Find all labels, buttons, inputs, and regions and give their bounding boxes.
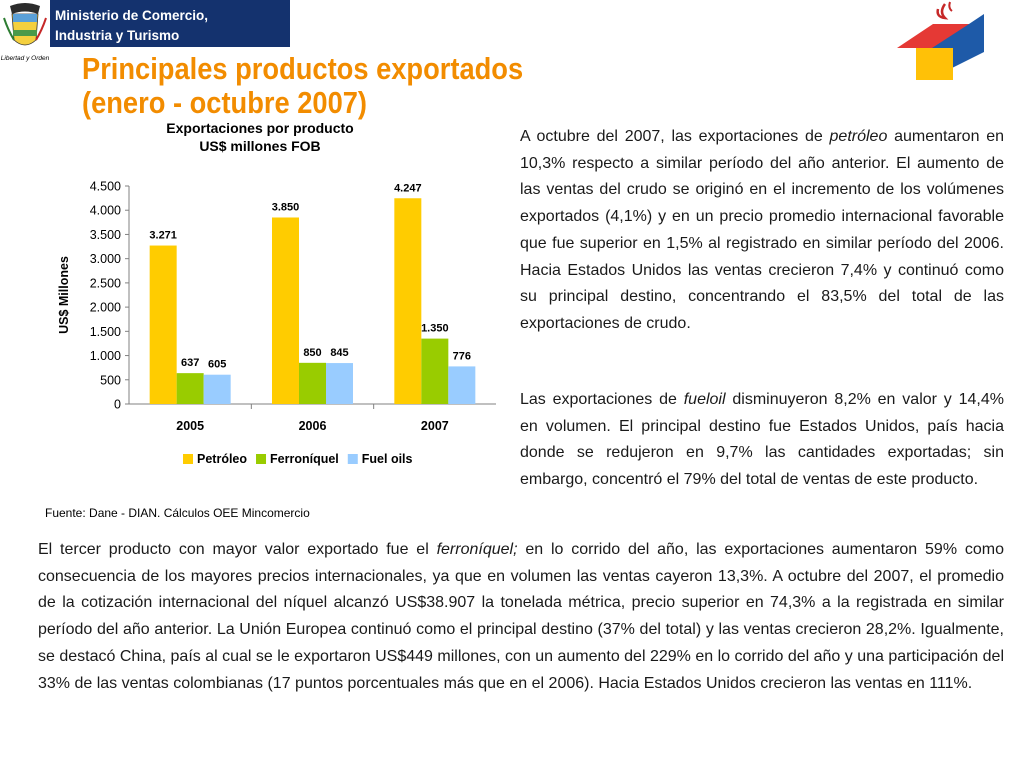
ministry-header-bar — [50, 0, 290, 47]
chart-title: Exportaciones por producto — [166, 120, 354, 136]
bar-data-label: 605 — [208, 359, 226, 371]
colombia-crest-icon: Libertad y Orden — [0, 0, 50, 66]
petroleum-paragraph: A octubre del 2007, las exportaciones de… — [520, 124, 1004, 338]
page-title: Principales productos exportados (enero … — [82, 52, 523, 120]
legend-swatch-0 — [183, 454, 193, 464]
ministry-name: Ministerio de Comercio, Industria y Turi… — [55, 6, 295, 46]
bar-data-label: 4.247 — [394, 182, 422, 194]
page-title-line2: (enero - octubre 2007) — [82, 85, 368, 120]
y-tick-label: 4.500 — [90, 180, 121, 194]
x-tick-label: 2006 — [299, 419, 327, 433]
bar-data-label: 637 — [181, 357, 199, 369]
y-tick-label: 1.500 — [90, 325, 121, 339]
legend-label-1: Ferroníquel — [270, 452, 339, 466]
x-tick-label: 2007 — [421, 419, 449, 433]
x-tick-label: 2005 — [176, 419, 204, 433]
svg-text:Libertad y Orden: Libertad y Orden — [1, 55, 50, 62]
bar-data-label: 850 — [303, 347, 321, 359]
legend-label-2: Fuel oils — [362, 452, 413, 466]
y-axis-title: US$ Millones — [57, 256, 71, 334]
legend-swatch-1 — [256, 454, 267, 464]
legend-swatch-2 — [347, 454, 358, 464]
bar-2006-1 — [299, 362, 326, 404]
y-tick-label: 500 — [100, 373, 121, 387]
bar-2005-2 — [203, 374, 231, 404]
legend-label-0: Petróleo — [197, 452, 247, 466]
bar-2006-0 — [272, 217, 299, 404]
petroleum-paragraph-pre: A octubre del 2007, las exportaciones de — [520, 128, 830, 145]
bar-data-label: 1.350 — [421, 323, 449, 335]
page-title-line1: Principales productos exportados — [82, 51, 524, 86]
y-tick-label: 2.000 — [90, 301, 121, 315]
bar-2007-2 — [448, 366, 476, 404]
ferronickel-paragraph-italic: ferroníquel; — [436, 541, 518, 558]
bar-2007-0 — [394, 198, 422, 404]
bar-2005-0 — [149, 245, 177, 404]
brand-logo-icon — [897, 1, 984, 80]
chart-source: Fuente: Dane - DIAN. Cálculos OEE Mincom… — [45, 506, 310, 520]
bar-2006-2 — [326, 363, 353, 404]
y-tick-label: 3.500 — [90, 228, 121, 242]
fueloil-paragraph-pre: Las exportaciones de — [520, 391, 684, 408]
y-tick-label: 2.500 — [90, 276, 121, 290]
ferronickel-paragraph: El tercer producto con mayor valor expor… — [38, 537, 1004, 697]
fueloil-paragraph-italic: fueloil — [683, 391, 726, 408]
ministry-name-line1: Ministerio de Comercio, — [55, 8, 209, 23]
bar-chart-svg: 0 500 1.000 1.500 2.000 2.500 3.000 3.500 4.000 4… — [57, 180, 496, 466]
y-tick-label: 4.000 — [90, 204, 121, 218]
bar-data-label: 845 — [330, 347, 348, 359]
bar-data-label: 776 — [453, 350, 471, 362]
chart-subtitle: US$ millones FOB — [199, 138, 321, 154]
y-tick-label: 0 — [114, 398, 121, 412]
y-tick-label: 1.000 — [90, 349, 121, 363]
bar-2005-1 — [176, 373, 204, 404]
ferronickel-paragraph-pre: El tercer producto con mayor valor expor… — [38, 541, 437, 558]
petroleum-paragraph-post: aumentaron en 10,3% respecto a similar p… — [520, 128, 1005, 332]
fueloil-paragraph-post: disminuyeron 8,2% en valor y 14,4% en vo… — [520, 391, 1005, 489]
bar-data-label: 3.850 — [272, 201, 300, 213]
y-tick-label: 3.000 — [90, 252, 121, 266]
chart-title-block: Exportaciones por producto US$ millones … — [140, 119, 380, 155]
petroleum-paragraph-italic: petróleo — [829, 128, 888, 145]
bar-data-label: 3.271 — [149, 230, 177, 242]
fueloil-paragraph: Las exportaciones de fueloil disminuyero… — [520, 387, 1004, 494]
exports-chart: Exportaciones por producto US$ millones … — [40, 118, 510, 488]
ministry-name-line2: Industria y Turismo — [55, 28, 180, 43]
ferronickel-paragraph-post: en lo corrido del año, las exportaciones… — [38, 541, 1004, 692]
bar-2007-1 — [421, 338, 449, 404]
